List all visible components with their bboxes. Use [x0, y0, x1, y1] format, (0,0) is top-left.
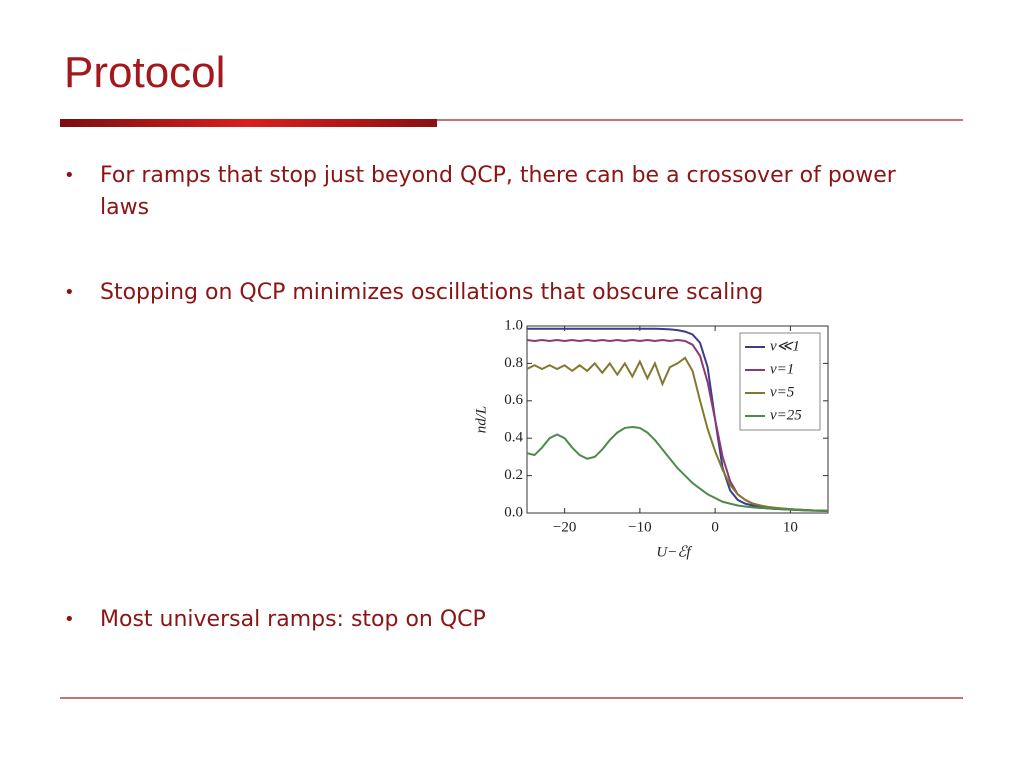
y-tick-label: 0.2 [504, 467, 523, 483]
slide-title: Protocol [64, 48, 226, 97]
y-tick-label: 0.4 [504, 430, 523, 446]
bullet: Most universal ramps: stop on QCP [60, 604, 950, 636]
header-bar [60, 119, 437, 127]
series-line [526, 425, 829, 512]
x-tick-label: 0 [711, 519, 719, 535]
x-tick-label: −20 [553, 519, 576, 535]
x-tick-label: −10 [628, 519, 651, 535]
legend-label: v≪1 [770, 338, 800, 354]
chart: 0.0 0.2 0.4 0.6 0.8 1.0 −20 −10 0 10 U−ℰf nd/L v≪1 v=… [473, 317, 829, 560]
y-tick-label: 1.0 [504, 317, 523, 333]
x-tick-label: 10 [783, 519, 798, 535]
legend-box [739, 332, 821, 431]
x-axis-label: U−ℰf [656, 544, 692, 560]
legend-label: v=5 [770, 384, 795, 400]
bullet: For ramps that stop just beyond QCP, the… [60, 160, 950, 224]
legend-label: v=25 [770, 407, 802, 423]
y-axis-label: nd/L [473, 406, 489, 434]
y-tick-label: 0.0 [504, 504, 523, 520]
plot-frame [526, 325, 829, 514]
y-tick-label: 0.6 [504, 392, 523, 408]
legend-label: v=1 [770, 361, 794, 377]
bullet: Stopping on QCP minimizes oscillations t… [60, 277, 950, 309]
y-tick-label: 0.8 [504, 355, 523, 371]
